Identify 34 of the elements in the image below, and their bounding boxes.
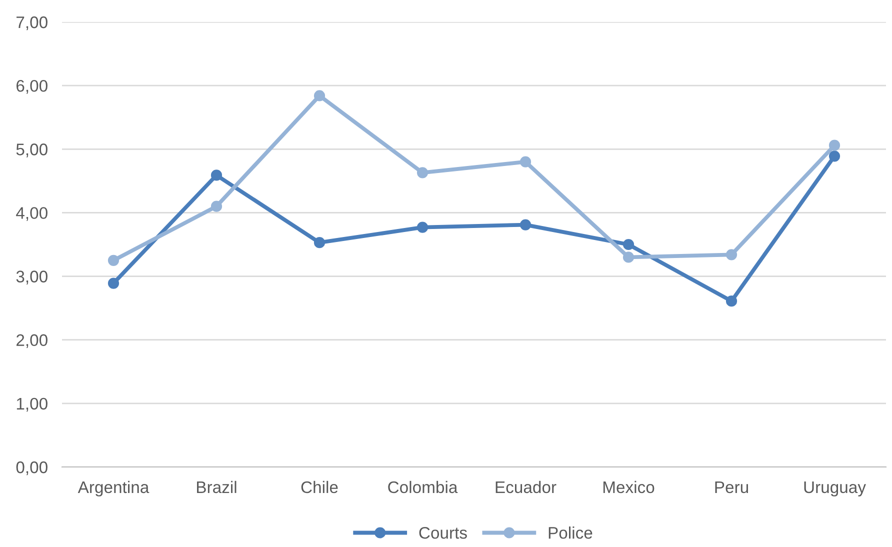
point <box>108 254 120 266</box>
x-tick-label: Uruguay <box>804 482 866 496</box>
x-tick-label: Colombia <box>388 480 458 494</box>
point <box>828 150 840 162</box>
y-tick-label: 6,00 <box>16 80 48 94</box>
y-tick-label: 7,00 <box>16 16 48 30</box>
point <box>210 200 222 212</box>
point <box>622 252 634 263</box>
x-tick-label: Chile <box>301 480 338 494</box>
point <box>520 156 532 168</box>
point <box>726 249 738 260</box>
x-tick-label: Mexico <box>603 480 654 494</box>
legend-label: Police <box>548 526 592 539</box>
x-tick-label: Brazil <box>197 480 236 494</box>
legend-label: Courts <box>419 526 467 539</box>
x-tick-label: Peru <box>715 482 748 494</box>
y-tick-label: 2,00 <box>16 334 48 348</box>
y-tick-label: 0,00 <box>16 461 48 476</box>
point <box>210 170 222 181</box>
point <box>828 140 840 151</box>
point <box>622 238 634 250</box>
point <box>520 219 532 230</box>
point <box>314 90 326 102</box>
point <box>416 222 428 233</box>
y-tick-label: 4,00 <box>16 207 48 221</box>
point <box>108 278 120 289</box>
point <box>416 167 428 178</box>
y-tick-label: 1,00 <box>16 398 48 412</box>
point <box>726 296 738 307</box>
y-tick-label: 5,00 <box>16 144 48 158</box>
point <box>314 237 326 248</box>
x-tick-label: Argentina <box>78 480 150 496</box>
x-tick-label: Ecuador <box>496 480 556 494</box>
y-tick-label: 3,00 <box>16 270 48 284</box>
